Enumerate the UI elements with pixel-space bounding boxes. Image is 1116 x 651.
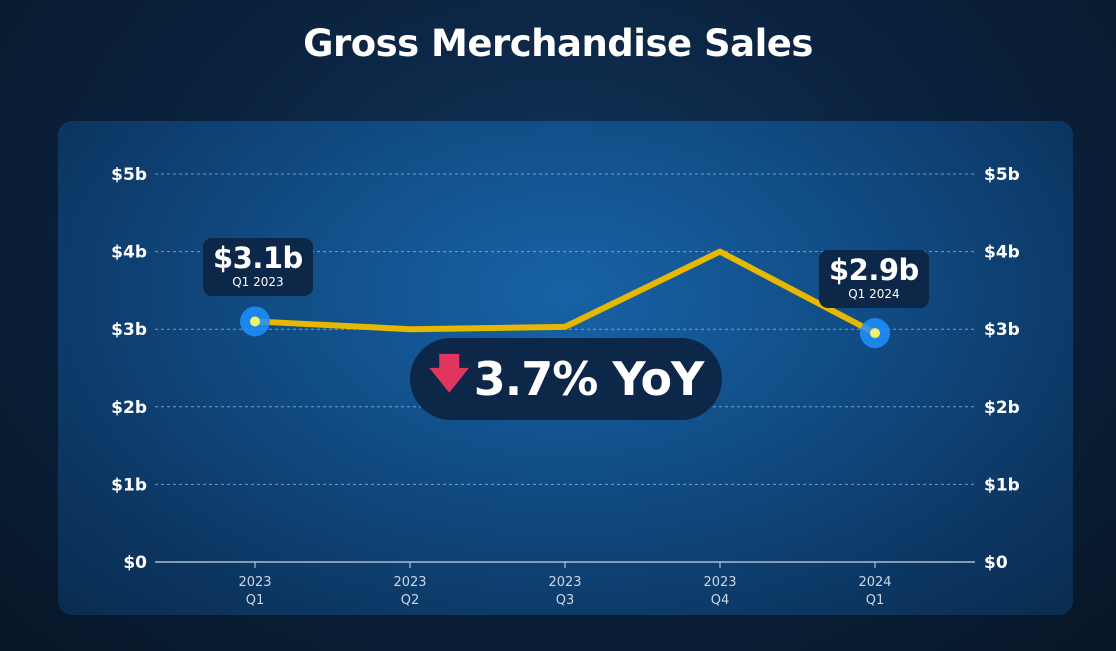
callout-end-period: Q1 2024 bbox=[848, 287, 900, 301]
x-tick-label-quarter: Q1 bbox=[866, 593, 885, 608]
y-tick-label-left: $3b bbox=[111, 320, 147, 340]
y-tick-label-left: $5b bbox=[111, 165, 147, 185]
endpoint-marker-dot bbox=[250, 316, 260, 327]
y-tick-label-left: $0 bbox=[123, 553, 147, 573]
y-tick-label-right: $2b bbox=[984, 398, 1020, 418]
x-tick-label-year: 2024 bbox=[858, 575, 891, 590]
y-tick-label-right: $3b bbox=[984, 320, 1020, 340]
y-tick-label-right: $5b bbox=[984, 165, 1020, 185]
yoy-text: 3.7% YoY bbox=[473, 352, 705, 406]
down-arrow-icon: 🡇 bbox=[428, 351, 470, 397]
y-tick-label-left: $1b bbox=[111, 475, 147, 495]
x-tick-label-year: 2023 bbox=[703, 575, 736, 590]
callout-start: $3.1b Q1 2023 bbox=[203, 238, 313, 296]
y-tick-label-right: $0 bbox=[984, 553, 1008, 573]
y-tick-label-right: $4b bbox=[984, 243, 1020, 263]
callout-start-period: Q1 2023 bbox=[232, 275, 284, 289]
x-tick-label-year: 2023 bbox=[393, 575, 426, 590]
callout-end: $2.9b Q1 2024 bbox=[819, 250, 929, 308]
x-tick-label-year: 2023 bbox=[238, 575, 271, 590]
endpoint-marker-dot bbox=[870, 328, 880, 339]
x-tick-label-quarter: Q1 bbox=[246, 593, 265, 608]
y-tick-label-left: $4b bbox=[111, 243, 147, 263]
x-tick-label-quarter: Q2 bbox=[401, 593, 420, 608]
y-tick-label-right: $1b bbox=[984, 475, 1020, 495]
y-tick-label-left: $2b bbox=[111, 398, 147, 418]
callout-start-value: $3.1b bbox=[213, 241, 303, 275]
yoy-badge: 🡇 3.7% YoY bbox=[410, 338, 722, 420]
series-line bbox=[252, 248, 878, 337]
callout-end-value: $2.9b bbox=[829, 253, 919, 287]
chart-title: Gross Merchandise Sales bbox=[303, 22, 813, 65]
x-tick-label-quarter: Q3 bbox=[556, 593, 575, 608]
x-tick-label-quarter: Q4 bbox=[711, 593, 730, 608]
x-tick-label-year: 2023 bbox=[548, 575, 581, 590]
